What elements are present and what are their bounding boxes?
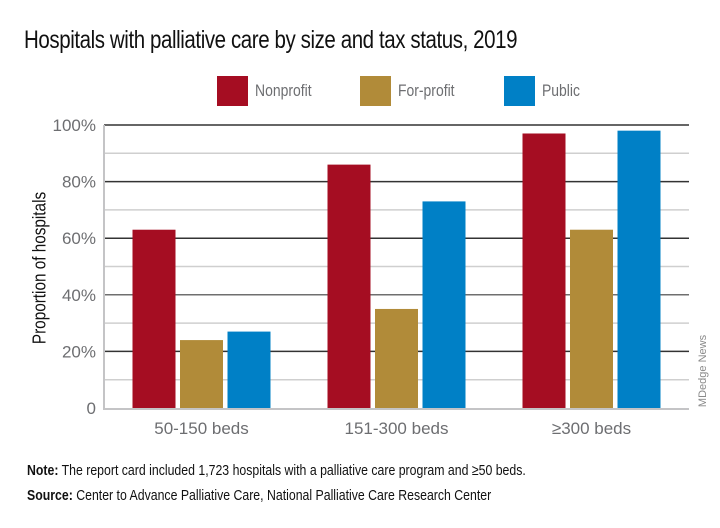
legend-label-for-profit: For-profit: [398, 81, 455, 100]
credit-text: MDedge News: [697, 334, 709, 408]
chart-source: Source: Center to Advance Palliative Car…: [27, 487, 491, 504]
bar-for-profit-3: [570, 229, 613, 408]
bar-public-2: [422, 201, 466, 408]
chart-title: Hospitals with palliative care by size a…: [24, 26, 518, 54]
legend-item-nonprofit: Nonprofit: [217, 76, 324, 106]
bar-public-1: [227, 331, 271, 408]
legend-swatch-public: [504, 76, 535, 106]
note-text: The report card included 1,723 hospitals…: [58, 462, 526, 479]
bar-nonprofit-2: [327, 164, 371, 408]
x-tick-label: ≥300 beds: [552, 419, 631, 438]
y-tick-label: 80%: [62, 173, 96, 192]
y-tick-label: 100%: [53, 116, 96, 135]
legend-item-for-profit: For-profit: [360, 76, 467, 106]
bar-for-profit-2: [375, 308, 418, 408]
legend-label-nonprofit: Nonprofit: [255, 81, 312, 100]
note-label: Note:: [27, 462, 59, 479]
bar-public-3: [617, 130, 661, 408]
legend-swatch-for-profit: [360, 76, 391, 106]
y-tick-label: 0: [87, 399, 96, 418]
bar-for-profit-1: [180, 340, 223, 408]
bar-nonprofit-1: [132, 229, 176, 408]
legend-swatch-nonprofit: [217, 76, 248, 106]
source-label: Source:: [27, 487, 73, 504]
legend-item-public: Public: [504, 76, 588, 106]
x-tick-label: 50-150 beds: [154, 419, 249, 438]
source-text: Center to Advance Palliative Care, Natio…: [72, 487, 492, 504]
x-tick-label: 151-300 beds: [345, 419, 449, 438]
bar-nonprofit-3: [522, 133, 566, 409]
chart-note: Note: The report card included 1,723 hos…: [27, 462, 526, 479]
y-tick-label: 40%: [62, 286, 96, 305]
y-tick-label: 60%: [62, 229, 96, 248]
legend-label-public: Public: [542, 81, 580, 100]
y-tick-label: 20%: [62, 342, 96, 361]
